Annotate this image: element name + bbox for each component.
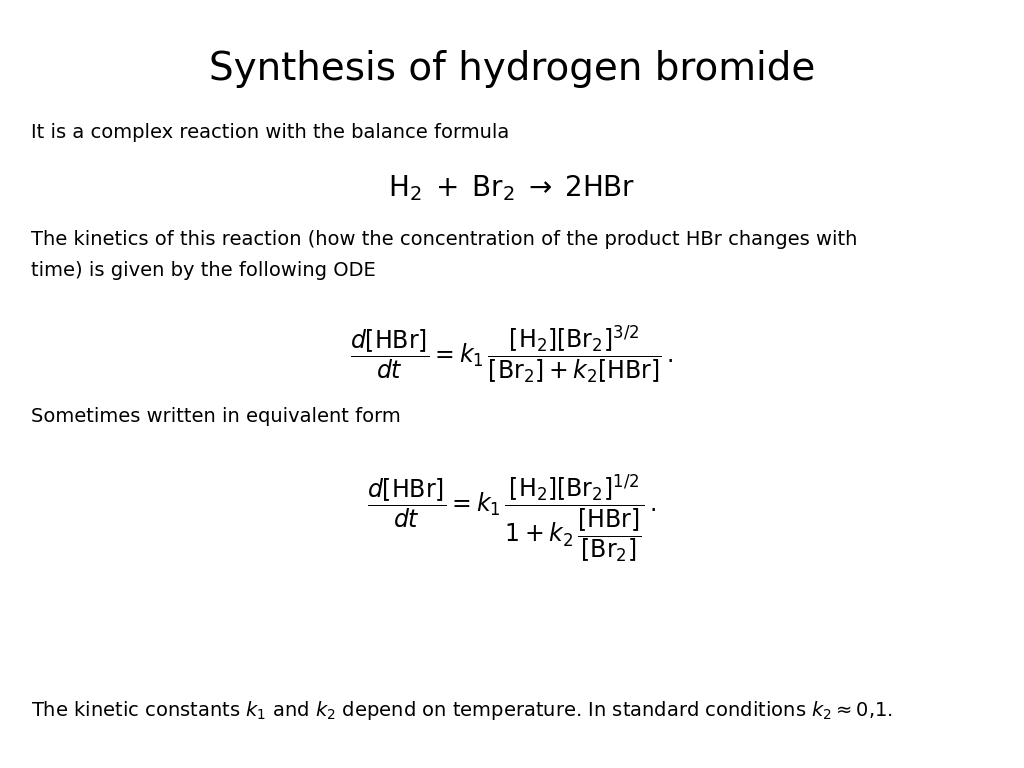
Text: $\mathregular{H_2}$$\mathregular{\; +\; Br_2\; \rightarrow\; 2HBr}$: $\mathregular{H_2}$$\mathregular{\; +\; … <box>388 173 636 203</box>
Text: Sometimes written in equivalent form: Sometimes written in equivalent form <box>31 407 400 426</box>
Text: time) is given by the following ODE: time) is given by the following ODE <box>31 261 376 280</box>
Text: The kinetic constants $k_1$ and $k_2$ depend on temperature. In standard conditi: The kinetic constants $k_1$ and $k_2$ de… <box>31 699 893 722</box>
Text: The kinetics of this reaction (how the concentration of the product HBr changes : The kinetics of this reaction (how the c… <box>31 230 857 250</box>
Text: Synthesis of hydrogen bromide: Synthesis of hydrogen bromide <box>209 50 815 88</box>
Text: $\dfrac{d[\mathrm{HBr}]}{dt} = k_1 \, \dfrac{[\mathrm{H_2}][\mathrm{Br_2}]^{1/2}: $\dfrac{d[\mathrm{HBr}]}{dt} = k_1 \, \d… <box>368 472 656 564</box>
Text: $\dfrac{d[\mathrm{HBr}]}{dt} = k_1 \, \dfrac{[\mathrm{H_2}][\mathrm{Br_2}]^{3/2}: $\dfrac{d[\mathrm{HBr}]}{dt} = k_1 \, \d… <box>350 323 674 385</box>
Text: It is a complex reaction with the balance formula: It is a complex reaction with the balanc… <box>31 123 509 142</box>
